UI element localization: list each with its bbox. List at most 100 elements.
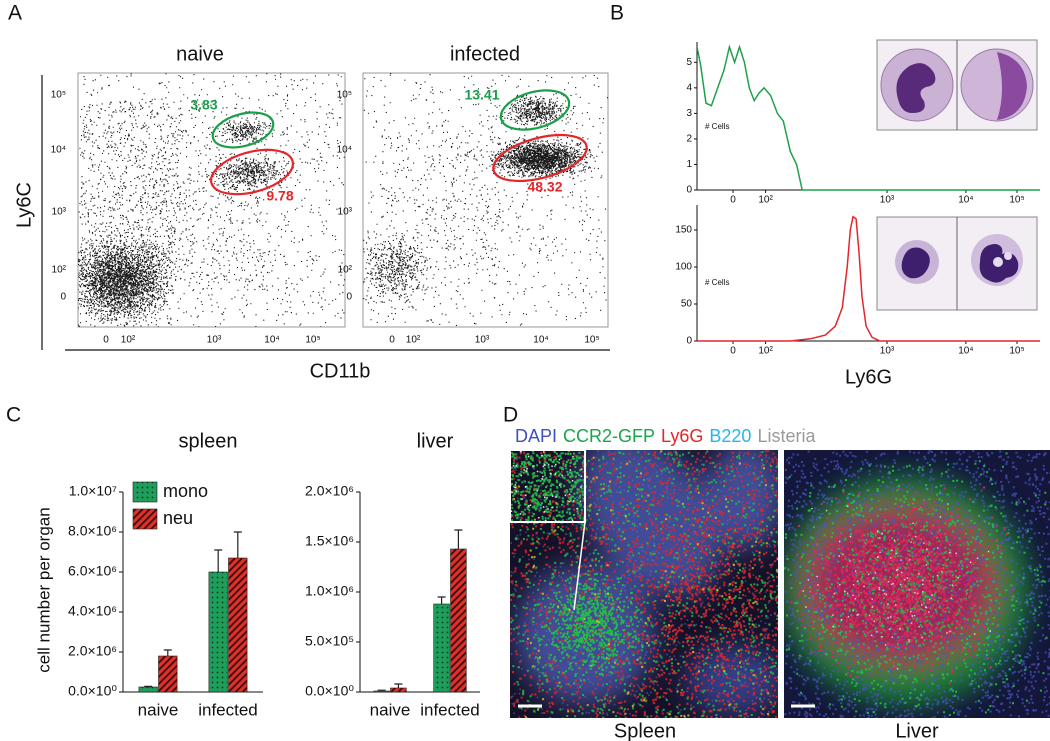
texture bbox=[212, 113, 275, 145]
y-tick-label: 1.5×10⁶ bbox=[305, 533, 354, 549]
y-axis-label: # Cells bbox=[705, 122, 729, 131]
stain-label: Listeria bbox=[757, 426, 816, 446]
chart-title: spleen bbox=[179, 430, 238, 452]
y-tick-label: 0 bbox=[686, 336, 692, 347]
texture bbox=[790, 486, 1014, 685]
x-tick-label: infected bbox=[198, 700, 258, 719]
x-tick-label: 10⁴ bbox=[264, 335, 279, 346]
y-tick-label: 0 bbox=[346, 292, 352, 303]
x-tick-label: 0 bbox=[389, 335, 395, 346]
y-tick-label: 4 bbox=[686, 82, 692, 93]
texture bbox=[499, 92, 568, 129]
x-tick-label: 10⁵ bbox=[1009, 195, 1024, 206]
y-tick-label: 5.0×10⁵ bbox=[305, 633, 354, 649]
inset-frame bbox=[509, 449, 586, 523]
y-tick-label: 2 bbox=[686, 134, 692, 145]
y-tick-label: 10² bbox=[338, 265, 353, 276]
gate bbox=[492, 133, 588, 183]
y-tick-label: 1 bbox=[686, 159, 692, 170]
y-tick-label: 0 bbox=[686, 185, 692, 196]
y-tick-label: 8.0×10⁶ bbox=[68, 523, 117, 539]
x-tick-label: naive bbox=[370, 700, 411, 719]
gate bbox=[210, 148, 294, 196]
micrograph bbox=[784, 450, 1050, 718]
x-tick-label: 0 bbox=[103, 335, 109, 346]
x-tick-label: 0 bbox=[730, 346, 736, 357]
error-bar bbox=[394, 683, 403, 688]
error-bar bbox=[214, 549, 223, 572]
axis-label: Ly6C bbox=[13, 182, 35, 228]
gate-label: 48.32 bbox=[527, 179, 562, 195]
panel-letter: C bbox=[6, 404, 21, 427]
plot-title: naive bbox=[176, 43, 224, 65]
y-tick-label: 10⁵ bbox=[337, 90, 352, 101]
texture bbox=[486, 135, 595, 182]
image-caption: Spleen bbox=[614, 720, 676, 741]
bar bbox=[373, 690, 390, 693]
x-tick-label: 10³ bbox=[475, 335, 490, 346]
texture bbox=[363, 73, 608, 326]
y-tick-label: 4.0×10⁶ bbox=[68, 603, 117, 619]
bar bbox=[138, 686, 158, 693]
micrograph bbox=[510, 450, 778, 718]
gate-label: 9.78 bbox=[266, 188, 293, 204]
histogram-line bbox=[697, 215, 1040, 342]
stain-label: CCR2-GFP bbox=[563, 426, 655, 446]
error-bar bbox=[454, 529, 463, 549]
y-tick-label: 10⁴ bbox=[337, 145, 352, 156]
gate-label: 13.41 bbox=[464, 87, 499, 103]
x-tick-label: 10² bbox=[406, 335, 421, 346]
y-tick-label: 10³ bbox=[338, 207, 353, 218]
texture bbox=[380, 131, 501, 271]
y-axis-label: # Cells bbox=[705, 278, 729, 287]
image-caption: Liver bbox=[895, 720, 939, 741]
error-bar bbox=[233, 531, 242, 558]
y-tick-label: 2.0×10⁶ bbox=[68, 643, 117, 659]
texture bbox=[363, 234, 434, 308]
legend-swatch bbox=[132, 508, 158, 530]
bar bbox=[208, 571, 228, 693]
stain-label: Ly6G bbox=[661, 426, 703, 446]
dot-cloud bbox=[78, 73, 345, 327]
x-tick-label: 10³ bbox=[880, 346, 895, 357]
texture bbox=[204, 150, 299, 195]
axis-label: CD11b bbox=[310, 360, 371, 382]
gate bbox=[499, 89, 571, 131]
x-tick-label: 0 bbox=[730, 195, 736, 206]
plot-frame bbox=[362, 72, 609, 328]
panel-letter: B bbox=[610, 2, 624, 25]
gate-label: 3.83 bbox=[190, 97, 217, 113]
texture bbox=[532, 569, 650, 687]
legend-label: mono bbox=[163, 481, 208, 501]
y-tick-label: 3 bbox=[686, 108, 692, 119]
gate bbox=[211, 111, 275, 149]
y-tick-label: 10³ bbox=[52, 207, 67, 218]
y-tick-label: 10² bbox=[52, 265, 67, 276]
x-tick-label: 10⁵ bbox=[584, 335, 599, 346]
y-tick-label: 6.0×10⁶ bbox=[68, 563, 117, 579]
error-bar bbox=[437, 596, 446, 604]
x-tick-label: 10⁵ bbox=[1009, 346, 1024, 357]
chart-title: liver bbox=[417, 430, 454, 452]
stain-label: B220 bbox=[709, 426, 751, 446]
y-tick-label: 1.0×10⁶ bbox=[305, 583, 354, 599]
inset-pointer bbox=[573, 521, 586, 611]
x-tick-label: infected bbox=[420, 700, 480, 719]
y-tick-label: 10⁵ bbox=[51, 90, 66, 101]
legend-label: neu bbox=[163, 508, 193, 528]
axis-label: cell number per organ bbox=[34, 507, 53, 672]
panel-letter: D bbox=[503, 404, 518, 427]
x-tick-label: 10² bbox=[121, 335, 136, 346]
y-tick-label: 150 bbox=[675, 225, 692, 236]
panel-letter: A bbox=[8, 2, 22, 25]
y-tick-label: 0 bbox=[60, 292, 66, 303]
y-tick-label: 50 bbox=[681, 299, 693, 310]
texture bbox=[80, 100, 182, 261]
y-tick-label: 100 bbox=[675, 262, 692, 273]
cell-images bbox=[876, 39, 1038, 311]
histogram-line bbox=[697, 44, 1040, 191]
x-tick-label: naive bbox=[138, 700, 179, 719]
y-tick-label: 2.0×10⁶ bbox=[305, 483, 354, 499]
